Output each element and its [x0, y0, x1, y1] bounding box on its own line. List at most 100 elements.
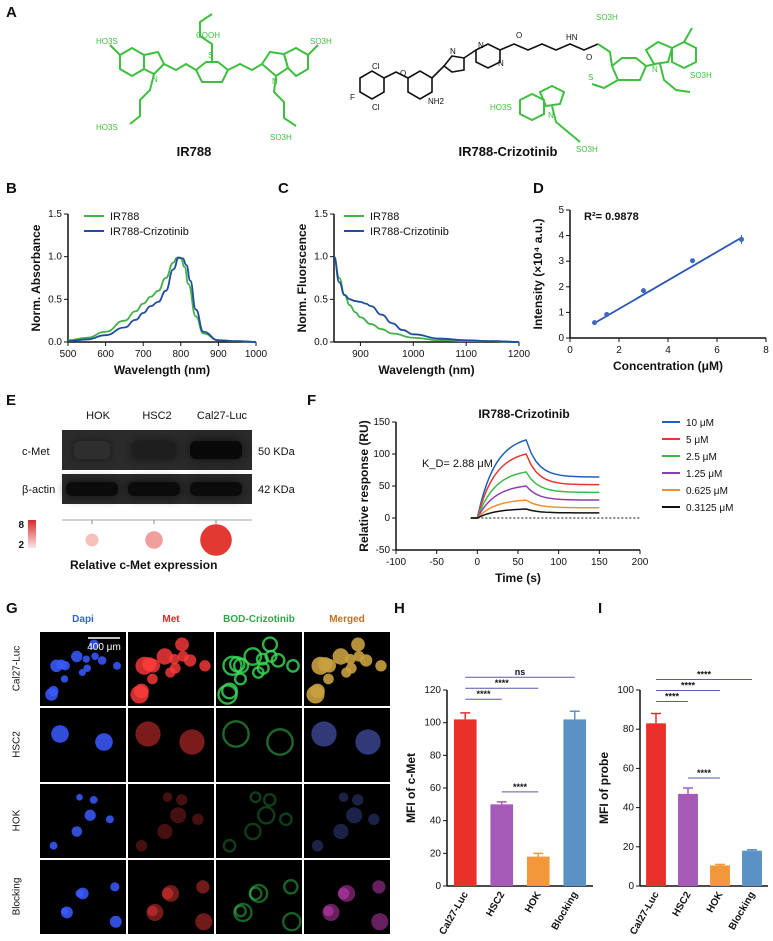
panel-i-probe-bar-chart: 0 20 40 60 80 100 MFI of probe Cal27-Luc HSC2 HOK…	[598, 670, 768, 937]
y-tick-label: 0	[384, 513, 390, 524]
atom-label: SO3H	[596, 13, 618, 22]
y-axis-label: MFI of c-Met	[404, 753, 418, 823]
cell-blob	[222, 720, 250, 748]
cell-blob	[323, 673, 334, 685]
x-axis-label: Time (s)	[495, 571, 541, 585]
cell-blob	[371, 913, 389, 931]
cell-blob	[318, 657, 333, 672]
atom-label: N	[548, 111, 554, 120]
x-tick-label: 100	[550, 557, 567, 568]
cell-blob	[323, 905, 334, 917]
atom-label: N	[152, 75, 158, 84]
y-tick-label: 2	[558, 282, 564, 293]
y-tick-label: 100	[373, 449, 390, 460]
x-tick-label: 6	[714, 345, 720, 356]
cell-blob	[71, 826, 83, 837]
cell-blob	[130, 685, 149, 704]
x-tick-label: 2	[616, 345, 622, 356]
lane-label-cal27: Cal27-Luc	[196, 410, 248, 422]
relative-expression-caption: Relative c-Met expression	[70, 558, 218, 572]
cell-blob	[346, 807, 363, 824]
cell-blob	[355, 729, 381, 755]
cell-blob	[351, 637, 365, 652]
atom-label: COOH	[196, 31, 220, 40]
cell-blob	[311, 840, 324, 852]
cell-blob	[78, 668, 86, 677]
cell-blob	[156, 648, 173, 665]
blot-band	[74, 441, 110, 459]
x-tick-label: 50	[512, 557, 524, 568]
ir788-structure	[109, 13, 319, 127]
spr-curve	[470, 453, 600, 519]
cell-blob	[256, 806, 276, 825]
cell-blob	[45, 688, 58, 701]
series-line	[67, 256, 257, 343]
cell-blob	[89, 639, 99, 650]
microscopy-cell	[216, 708, 302, 782]
cell-blob	[256, 661, 270, 675]
y-tick-label: 120	[424, 685, 441, 696]
legend-label: IR788	[370, 211, 399, 223]
cell-blob	[49, 841, 58, 850]
y-tick-label: 1.0	[314, 252, 328, 263]
cell-blob	[162, 792, 173, 803]
cell-blob	[234, 904, 247, 918]
category-label: Cal27-Luc	[437, 890, 471, 937]
data-point	[690, 258, 695, 264]
x-tick-label: 150	[591, 557, 608, 568]
cell-blob	[322, 903, 340, 922]
r-squared-annotation: R²= 0.9878	[584, 211, 639, 223]
cell-blob	[338, 792, 349, 803]
x-axis-label: Wavelength (nm)	[114, 363, 210, 377]
scale-max-label: 8	[18, 520, 24, 531]
cell-blob	[233, 902, 253, 923]
cell-blob	[109, 915, 122, 928]
cell-blob	[195, 913, 213, 931]
atom-label: SO3H	[576, 145, 598, 154]
microscopy-cell: 400 μm	[40, 632, 126, 706]
cell-blob	[95, 733, 113, 751]
cell-blob	[179, 729, 205, 755]
y-tick-label: 100	[424, 718, 441, 729]
atom-label: S	[208, 51, 213, 60]
crizotinib-structure	[359, 43, 599, 100]
cell-blob	[286, 658, 300, 673]
microscopy-cell	[128, 784, 214, 858]
y-tick-label: 60	[623, 763, 635, 774]
legend-label: 0.3125 μM	[686, 503, 733, 514]
atom-label: O	[400, 69, 406, 78]
cell-blob	[283, 879, 299, 895]
cell-blob	[84, 809, 96, 821]
data-point	[739, 236, 744, 242]
atom-label: HO3S	[96, 37, 118, 46]
cell-blob	[368, 813, 380, 825]
bar	[646, 723, 666, 886]
cell-blob	[338, 884, 356, 902]
significance-label: ****	[697, 768, 712, 778]
y-tick-label: 80	[623, 724, 635, 735]
panel-letter-c: C	[278, 180, 289, 197]
cell-blob	[196, 880, 210, 894]
cell-blob	[306, 685, 325, 704]
blot-strip-actin	[62, 474, 252, 504]
series-line	[333, 255, 520, 343]
row-label: Cal27-Luc	[11, 645, 23, 692]
microscopy-cell	[216, 860, 302, 934]
x-tick-label: 1000	[402, 349, 425, 360]
cell-blob	[157, 823, 173, 840]
legend-label: IR788-Crizotinib	[110, 226, 189, 238]
cell-blob	[175, 637, 189, 652]
x-tick-label: 900	[210, 349, 227, 360]
cell-blob	[60, 675, 69, 683]
panel-letter-b: B	[6, 180, 17, 197]
x-tick-label: 700	[135, 349, 152, 360]
compound-name-ir788: IR788	[177, 144, 212, 159]
cell-blob	[142, 657, 157, 672]
y-tick-label: 40	[623, 803, 635, 814]
cell-blob	[270, 652, 286, 668]
atom-label: O	[586, 53, 592, 62]
significance-label: ****	[476, 689, 491, 699]
significance-label: ns	[515, 667, 526, 677]
microscopy-cell	[128, 860, 214, 934]
cell-blob	[75, 889, 84, 898]
